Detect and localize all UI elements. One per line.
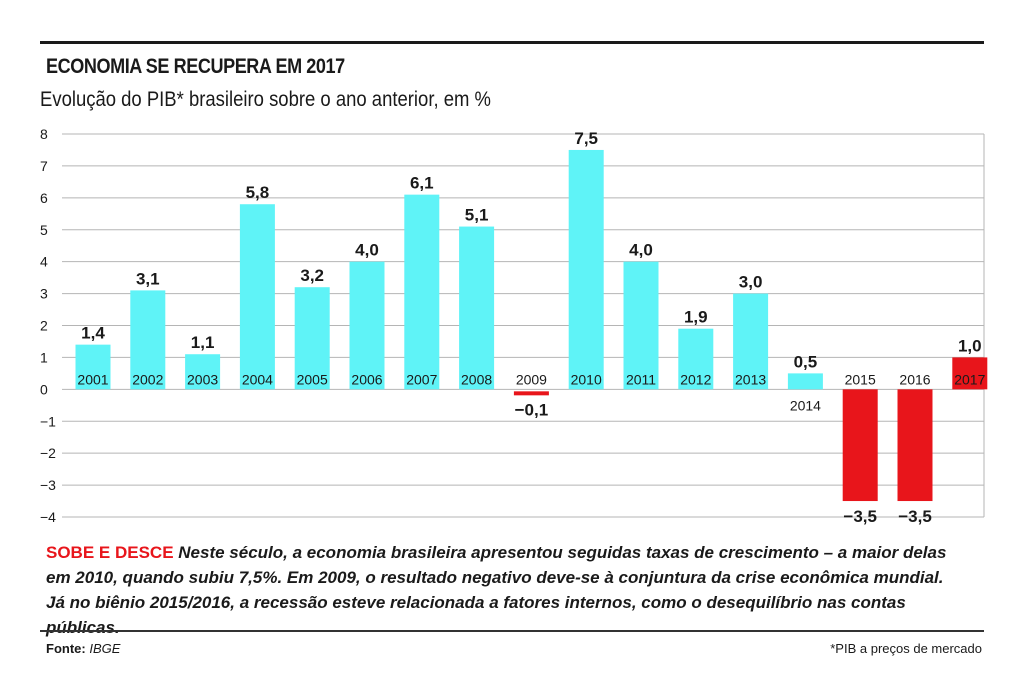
bar <box>239 204 275 390</box>
value-label: 1,1 <box>191 333 215 352</box>
category-label: 2014 <box>790 397 821 413</box>
caption: SOBE E DESCE Neste século, a economia br… <box>46 540 966 640</box>
category-label: 2001 <box>77 371 108 387</box>
value-label: 3,2 <box>300 266 324 285</box>
bar <box>897 389 933 502</box>
y-tick-label: 3 <box>40 286 48 302</box>
bar-chart: 8 7 6 5 4 3 2 1 0 −1 −2 −3 −4 1,4 2001 3,1 2002 1,1 2003 5… <box>40 126 988 526</box>
value-label: 1,9 <box>684 308 708 327</box>
bars <box>75 149 988 502</box>
caption-text: Neste século, a economia brasileira apre… <box>46 543 947 637</box>
bar <box>952 357 988 390</box>
y-tick-label: 2 <box>40 318 48 334</box>
category-label: 2012 <box>680 371 711 387</box>
y-tick-label: 8 <box>40 126 48 142</box>
category-label: 2006 <box>351 371 382 387</box>
category-label: 2008 <box>461 371 492 387</box>
value-label: −0,1 <box>515 400 549 419</box>
value-label: 4,0 <box>355 241 379 260</box>
value-label: 3,1 <box>136 269 160 288</box>
category-label: 2003 <box>187 371 218 387</box>
value-label: −3,5 <box>898 507 932 526</box>
category-label: 2005 <box>297 371 328 387</box>
y-tick-label: 6 <box>40 190 48 206</box>
value-label: 4,0 <box>629 241 653 260</box>
category-label: 2015 <box>845 371 876 387</box>
value-label: 5,1 <box>465 206 489 225</box>
bar <box>568 149 604 390</box>
bar <box>130 290 166 390</box>
source-label: Fonte: <box>46 641 86 656</box>
value-label: −3,5 <box>843 507 877 526</box>
bar <box>459 226 495 390</box>
footnote: *PIB a preços de mercado <box>830 641 982 656</box>
bottom-rule <box>40 630 984 632</box>
y-tick-label: −4 <box>40 509 56 525</box>
value-label: 6,1 <box>410 174 434 193</box>
value-label: 5,8 <box>246 183 270 202</box>
category-label: 2009 <box>516 371 547 387</box>
caption-highlight: SOBE E DESCE <box>46 543 174 562</box>
category-label: 2013 <box>735 371 766 387</box>
source-value: IBGE <box>89 641 121 656</box>
bar <box>733 293 769 390</box>
bar <box>623 261 659 390</box>
value-label: 7,5 <box>574 129 598 148</box>
category-label: 2016 <box>899 371 930 387</box>
category-label: 2010 <box>571 371 602 387</box>
grid: 8 7 6 5 4 3 2 1 0 −1 −2 −3 −4 <box>40 126 985 525</box>
y-tick-label: −1 <box>40 413 56 429</box>
y-tick-label: −3 <box>40 477 56 493</box>
bar <box>842 389 878 502</box>
y-tick-label: 7 <box>40 158 48 174</box>
y-tick-label: 1 <box>40 349 48 365</box>
value-label: 1,0 <box>958 336 982 355</box>
bar <box>787 373 823 390</box>
value-label: 1,4 <box>81 324 105 343</box>
bar <box>185 354 221 390</box>
bar <box>678 328 714 390</box>
category-label: 2011 <box>626 371 656 387</box>
bar <box>513 391 549 396</box>
bar <box>349 261 385 390</box>
category-label: 2004 <box>242 371 273 387</box>
value-label: 0,5 <box>794 352 818 371</box>
y-tick-label: 4 <box>40 254 48 270</box>
y-tick-label: −2 <box>40 445 56 461</box>
category-label: 2007 <box>406 371 437 387</box>
source: Fonte: IBGE <box>46 641 120 656</box>
bar <box>75 344 111 390</box>
category-label: 2017 <box>954 371 985 387</box>
category-label: 2002 <box>132 371 163 387</box>
bar <box>294 287 330 390</box>
chart-title: ECONOMIA SE RECUPERA EM 2017 <box>46 55 345 78</box>
bar <box>404 194 440 390</box>
chart-subtitle: Evolução do PIB* brasileiro sobre o ano … <box>40 88 491 111</box>
y-tick-label: 5 <box>40 222 48 238</box>
y-tick-label: 0 <box>40 381 48 397</box>
top-rule <box>40 41 984 44</box>
value-label: 3,0 <box>739 273 763 292</box>
labels: 1,4 2001 3,1 2002 1,1 2003 5,8 2004 3,2 2005 4,0 20… <box>77 129 985 526</box>
